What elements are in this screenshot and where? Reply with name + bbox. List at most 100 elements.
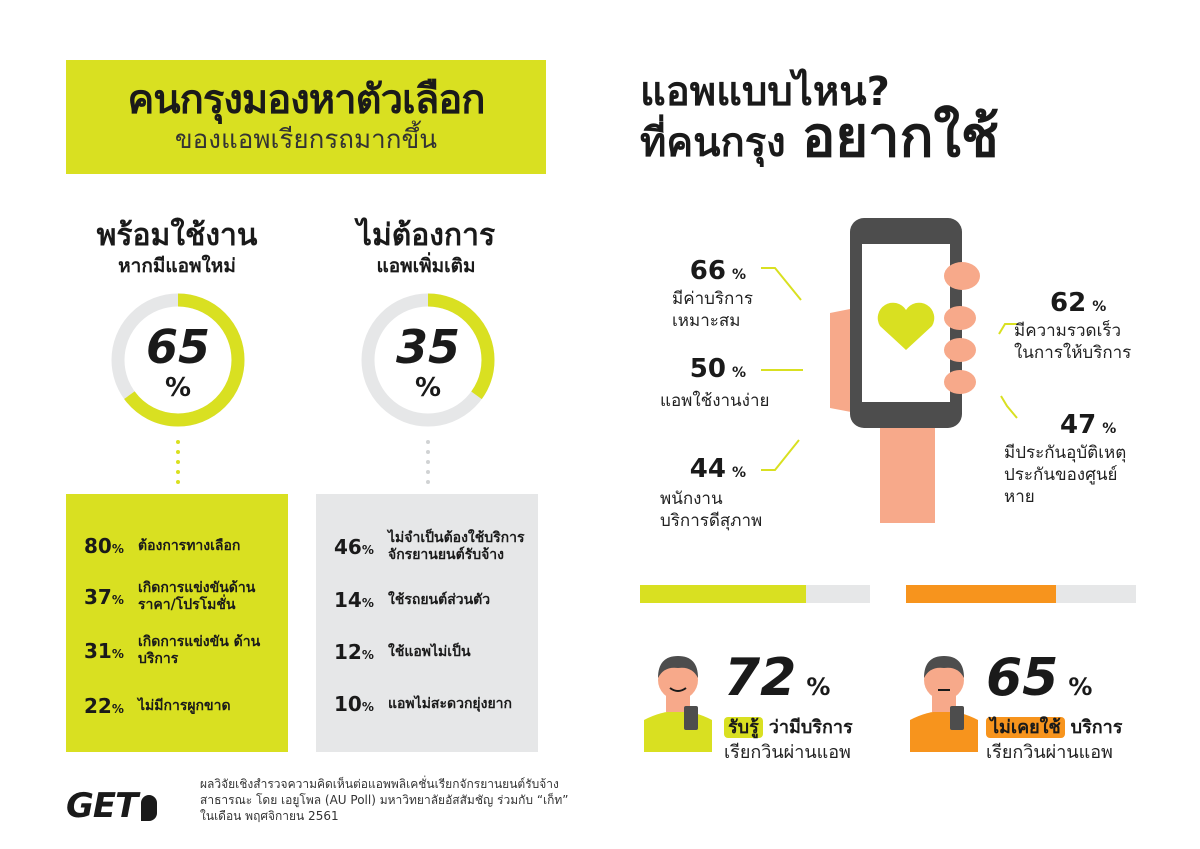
finger-4-shape: [944, 370, 976, 394]
phone-label-value: 66: [689, 256, 726, 286]
finger-1-shape: [944, 262, 980, 290]
phone-label-easy-text-wrap: แอพใช้งานง่าย: [660, 390, 780, 412]
awareness-highlight: รับรู้: [724, 717, 763, 738]
finger-3-shape: [944, 338, 976, 362]
right-header-line1: แอพแบบไหน?: [640, 69, 890, 115]
donut1-value: 65: [145, 320, 210, 374]
connector-line: [998, 323, 1017, 335]
never-used-stat: 65% ไม่เคยใช้ บริการ เรียกวินผ่านแอพ: [986, 650, 1122, 765]
person-orange-icon: [910, 656, 978, 752]
reason-text: แอพไม่สะดวกยุ่งยาก: [388, 695, 513, 712]
donut2-unit: %: [414, 373, 442, 403]
never-used-bar-track: [906, 585, 1136, 603]
heart-icon: [877, 302, 935, 350]
reason-unit: %: [111, 542, 124, 556]
reason-text: ใช้รถยนต์ส่วนตัว: [388, 591, 491, 608]
donut1-subtitle: หากมีแอพใหม่: [118, 255, 236, 277]
reason-unit: %: [361, 543, 374, 557]
donut1-chart: [111, 293, 245, 427]
never-used-rest: บริการ: [1070, 717, 1123, 738]
reason-value: 37: [84, 585, 112, 609]
reason-value: 10: [334, 692, 362, 716]
reason-text: ไม่จำเป็นต้องใช้บริการ จักรยานยนต์รับจ้า…: [388, 530, 525, 563]
phone-label-unit: %: [731, 267, 746, 283]
donut1-unit: %: [164, 373, 192, 403]
footnote: ผลวิจัยเชิงสำรวจความคิดเห็นต่อแอพพลิเคชั…: [200, 777, 569, 823]
phone-label-staff-text-wrap: พนักงาน บริการดีสุภาพ: [660, 488, 770, 532]
donut1-title: พร้อมใช้งาน: [96, 218, 258, 253]
reason-value: 46: [334, 535, 362, 559]
get-logo: GET: [66, 786, 158, 826]
awareness-bar-track: [640, 585, 870, 603]
phone-label-value: 44: [689, 454, 726, 484]
list-item: 80% ต้องการทางเลือก: [84, 534, 288, 558]
list-item: 46% ไม่จำเป็นต้องใช้บริการ จักรยานยนต์รั…: [334, 530, 538, 564]
phone-label-insurance-text-wrap: มีประกันอุบัติเหตุ ประกันของศูนย์หาย: [1004, 442, 1144, 508]
phone-connector-lines: [761, 267, 1018, 471]
awareness-rest: ว่ามีบริการ: [768, 717, 853, 738]
reason-unit: %: [361, 596, 374, 610]
list-item: 10% แอพไม่สะดวกยุ่งยาก: [334, 692, 538, 716]
donut2-title: ไม่ต้องการ: [356, 218, 496, 253]
reason-text: เกิดการแข่งขัน ด้านบริการ: [138, 634, 261, 667]
phone-label-value: 50: [689, 354, 726, 384]
donut2-label: 35 %: [358, 320, 498, 402]
phone-label-speed-text-wrap: มีความรวดเร็ว ในการให้บริการ: [1014, 320, 1144, 364]
never-used-stat-unit: %: [1068, 673, 1093, 701]
reasons-not-needed-box: 46% ไม่จำเป็นต้องใช้บริการ จักรยานยนต์รั…: [316, 494, 538, 752]
phone-label-text: แอพใช้งานง่าย: [660, 391, 770, 411]
reason-value: 80: [84, 534, 112, 558]
reasons-ready-box: 80% ต้องการทางเลือก 37% เกิดการแข่งขันด้…: [66, 494, 288, 752]
list-item: 31% เกิดการแข่งขัน ด้านบริการ: [84, 634, 288, 668]
list-item: 14% ใช้รถยนต์ส่วนตัว: [334, 588, 538, 612]
phone-label-text: มีประกันอุบัติเหตุ ประกันของศูนย์หาย: [1004, 443, 1127, 507]
left-header-title: คนกรุงมองหาตัวเลือก: [127, 77, 486, 123]
reason-unit: %: [361, 648, 374, 662]
logo-text: GET: [66, 786, 138, 826]
reason-text: ไม่มีการผูกขาด: [138, 697, 231, 714]
awareness-bar-fill: [640, 585, 806, 603]
right-header-line2: ที่คนกรุง อยากใช้: [640, 110, 999, 169]
reason-unit: %: [361, 700, 374, 714]
never-used-stat-value: 65: [986, 648, 1059, 708]
connector-dots-left: [176, 440, 180, 490]
connector-line: [761, 439, 800, 471]
logo-pin-icon: [141, 794, 158, 821]
donut2-chart: [361, 293, 495, 427]
list-item: 12% ใช้แอพไม่เป็น: [334, 640, 538, 664]
phone-label-unit: %: [1102, 421, 1117, 437]
phone-label-text: มีความรวดเร็ว ในการให้บริการ: [1014, 321, 1132, 363]
awareness-sub: เรียกวินผ่านแอพ: [724, 742, 851, 763]
awareness-stat-value: 72: [724, 648, 797, 708]
reason-text: ต้องการทางเลือก: [138, 537, 241, 554]
connector-dots-right: [426, 440, 430, 490]
phone-label-value: 47: [1060, 410, 1097, 440]
phone-label-price-text-wrap: มีค่าบริการ เหมาะสม: [672, 288, 762, 332]
phone-label-easy: 50%: [676, 354, 746, 388]
reason-text: เกิดการแข่งขันด้าน ราคา/โปรโมชั่น: [138, 580, 256, 613]
list-item: 37% เกิดการแข่งขันด้าน ราคา/โปรโมชั่น: [84, 580, 288, 614]
phone-hand-illustration: [830, 218, 980, 523]
reason-unit: %: [111, 647, 124, 661]
left-header-subtitle: ของแอพเรียกรถมากขึ้น: [174, 125, 438, 155]
reason-value: 22: [84, 694, 112, 718]
reason-unit: %: [111, 593, 124, 607]
donut2-arc: [361, 293, 495, 427]
left-header-banner: คนกรุงมองหาตัวเลือก ของแอพเรียกรถมากขึ้น: [66, 60, 546, 174]
donut1-heading: พร้อมใช้งาน หากมีแอพใหม่: [57, 218, 297, 278]
phone-label-text: มีค่าบริการ เหมาะสม: [672, 289, 754, 331]
never-used-bar-fill: [906, 585, 1056, 603]
phone-label-unit: %: [1092, 299, 1107, 315]
donut1-label: 65 %: [108, 320, 248, 402]
connector-line: [1000, 395, 1018, 419]
phone-label-speed: 62%: [1050, 288, 1106, 322]
finger-2-shape: [944, 306, 976, 330]
phone-label-value: 62: [1050, 288, 1087, 318]
reason-unit: %: [111, 702, 124, 716]
reason-value: 12: [334, 640, 362, 664]
never-used-highlight: ไม่เคยใช้: [986, 717, 1065, 738]
reason-value: 14: [334, 588, 362, 612]
awareness-stat: 72% รับรู้ ว่ามีบริการ เรียกวินผ่านแอพ: [724, 650, 853, 765]
phone-label-staff: 44%: [676, 454, 746, 488]
phone-label-unit: %: [731, 365, 746, 381]
